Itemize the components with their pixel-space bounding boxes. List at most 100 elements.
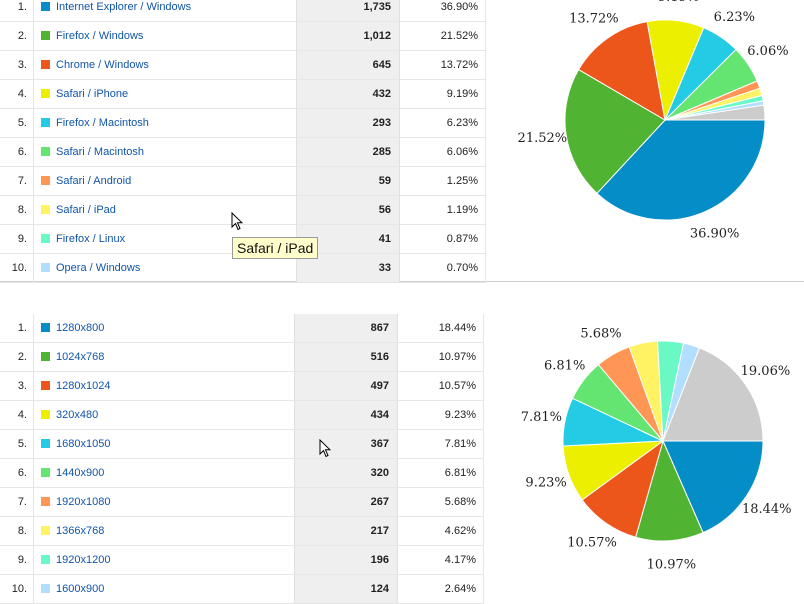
row-index: 1. <box>0 0 34 22</box>
row-label-link[interactable]: Safari / Android <box>56 175 132 187</box>
row-label-link[interactable]: 1920x1200 <box>56 554 111 566</box>
table-row: 10. Opera / Windows 33 0.70% <box>0 253 486 283</box>
legend-swatch <box>41 526 50 535</box>
table-row: 4. Safari / iPhone 432 9.19% <box>0 79 486 109</box>
row-value: 497 <box>294 371 398 401</box>
row-label-link[interactable]: 1024x768 <box>56 351 105 363</box>
tooltip: Safari / iPad <box>232 237 319 259</box>
legend-swatch <box>41 118 50 127</box>
row-index: 8. <box>0 516 34 546</box>
row-value: 434 <box>294 400 398 430</box>
pie-slice[interactable] <box>577 21 666 121</box>
row-percent: 6.23% <box>399 108 486 138</box>
row-index: 9. <box>0 224 34 254</box>
mouse-pointer-icon <box>231 212 243 231</box>
row-index: 5. <box>0 429 34 459</box>
row-index: 7. <box>0 166 34 196</box>
row-label-link[interactable]: Firefox / Linux <box>56 233 126 245</box>
row-label-cell: 1280x800 <box>33 314 295 343</box>
table-row: 3. Chrome / Windows 645 13.72% <box>0 50 486 80</box>
legend-swatch <box>41 2 50 11</box>
legend-swatch <box>41 323 50 332</box>
screen-resolution-pie-chart: 18.44% 10.97% 10.57% 9.23% 7.81% 6.81% 5.68% 19… <box>521 327 792 573</box>
row-value: 1,012 <box>296 21 400 51</box>
row-index: 1. <box>0 314 34 343</box>
row-label-link[interactable]: 1366x768 <box>56 525 105 537</box>
row-label-link[interactable]: 1600x900 <box>56 583 105 595</box>
table-row: 10. 1600x900 124 2.64% <box>0 574 484 604</box>
row-percent: 4.62% <box>397 516 484 546</box>
slice-label: 6.06% <box>747 44 788 59</box>
slice-label: 18.44% <box>742 502 792 517</box>
mouse-pointer-icon <box>319 439 331 458</box>
slice-label: 6.81% <box>544 358 585 373</box>
row-value: 293 <box>296 108 400 138</box>
legend-swatch <box>41 468 50 477</box>
row-label-cell: 1280x1024 <box>33 371 295 401</box>
row-percent: 0.87% <box>399 224 486 254</box>
slice-label: 19.06% <box>741 364 791 379</box>
browser-os-section: 1. Internet Explorer / Windows 1,735 36.90%… <box>0 0 804 283</box>
row-label-link[interactable]: 1280x800 <box>56 322 105 334</box>
legend-swatch <box>41 89 50 98</box>
row-label-link[interactable]: 1680x1050 <box>56 438 111 450</box>
row-value: 267 <box>294 487 398 517</box>
row-label-link[interactable]: 320x480 <box>56 409 99 421</box>
row-index: 3. <box>0 50 34 80</box>
row-percent: 10.57% <box>397 371 484 401</box>
row-percent: 1.25% <box>399 166 486 196</box>
row-label-cell: 1680x1050 <box>33 429 295 459</box>
row-label-cell: 1024x768 <box>33 342 295 372</box>
row-label-link[interactable]: Firefox / Macintosh <box>56 117 149 129</box>
pie-slice[interactable] <box>662 440 764 534</box>
row-percent: 9.23% <box>397 400 484 430</box>
screen-resolution-section: 1. 1280x800 867 18.44% 2. 1024x768 516 10.97% 3.… <box>0 314 804 604</box>
row-label-link[interactable]: 1440x900 <box>56 467 105 479</box>
row-label-link[interactable]: 1280x1024 <box>56 380 111 392</box>
row-percent: 9.19% <box>399 79 486 109</box>
pie-slice[interactable] <box>662 347 764 442</box>
row-percent: 4.17% <box>397 545 484 575</box>
row-label-link[interactable]: Firefox / Windows <box>56 30 144 42</box>
row-label-cell: Firefox / Windows <box>33 21 297 51</box>
row-index: 6. <box>0 137 34 167</box>
row-value: 217 <box>294 516 398 546</box>
pie-slice[interactable] <box>664 104 766 121</box>
table-row: 9. 1920x1200 196 4.17% <box>0 545 484 575</box>
legend-swatch <box>41 497 50 506</box>
row-label-link[interactable]: Safari / iPad <box>56 204 116 216</box>
row-label-cell: Safari / iPhone <box>33 79 297 109</box>
row-label-cell: Safari / Android <box>33 166 297 196</box>
row-index: 7. <box>0 487 34 517</box>
row-label-link[interactable]: Opera / Windows <box>56 262 141 274</box>
row-percent: 13.72% <box>399 50 486 80</box>
row-percent: 7.81% <box>397 429 484 459</box>
row-index: 3. <box>0 371 34 401</box>
row-label-cell: Safari / iPad <box>33 195 297 225</box>
legend-swatch <box>41 263 50 272</box>
table-row: 3. 1280x1024 497 10.57% <box>0 371 484 401</box>
row-index: 10. <box>0 253 34 283</box>
slice-label: 36.90% <box>690 227 740 242</box>
row-value: 196 <box>294 545 398 575</box>
table-row: 7. Safari / Android 59 1.25% <box>0 166 486 196</box>
row-label-link[interactable]: Internet Explorer / Windows <box>56 1 192 13</box>
pie-slice[interactable] <box>596 119 766 221</box>
row-percent: 6.81% <box>397 458 484 488</box>
pie-slice[interactable] <box>564 68 666 195</box>
table-row: 2. Firefox / Windows 1,012 21.52% <box>0 21 486 51</box>
row-value: 124 <box>294 574 398 604</box>
row-label-link[interactable]: 1920x1080 <box>56 496 111 508</box>
pie-slice[interactable] <box>635 439 704 542</box>
row-label-link[interactable]: Safari / iPhone <box>56 88 129 100</box>
row-label-link[interactable]: Safari / Macintosh <box>56 146 145 158</box>
table-row: 8. Safari / iPad 56 1.19% <box>0 195 486 225</box>
row-index: 9. <box>0 545 34 575</box>
table-row: 6. 1440x900 320 6.81% <box>0 458 484 488</box>
slice-label: 9.23% <box>525 475 566 490</box>
row-label-cell: Safari / Macintosh <box>33 137 297 167</box>
slice-label: 5.68% <box>580 327 621 342</box>
row-label-link[interactable]: Chrome / Windows <box>56 59 149 71</box>
slice-label: 13.72% <box>569 11 619 26</box>
row-value: 59 <box>296 166 400 196</box>
